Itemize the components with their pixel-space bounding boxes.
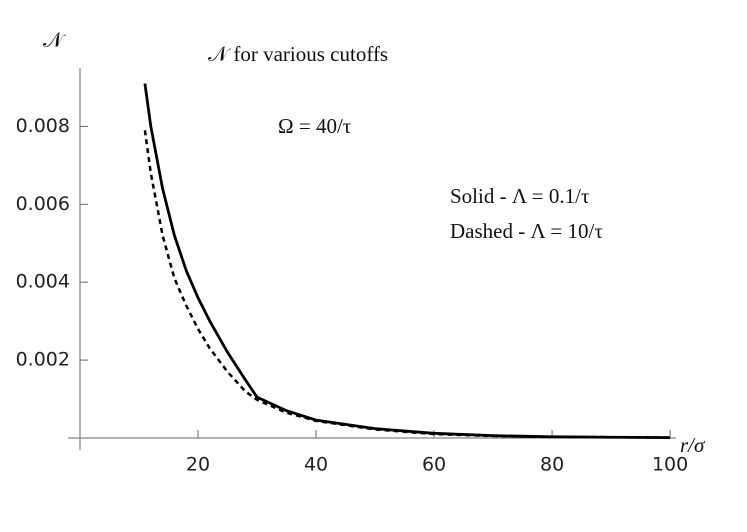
legend-entry: Dashed - Λ = 10/τ — [450, 219, 603, 243]
y-tick-label: 0.004 — [16, 271, 70, 293]
annotation: Ω = 40/τ — [278, 114, 351, 138]
x-tick-label: 60 — [422, 454, 446, 476]
x-tick-label: 20 — [186, 454, 210, 476]
x-axis-label: r/σ — [680, 433, 706, 457]
chart-title: 𝒩 for various cutoffs — [208, 42, 388, 66]
series-line — [143, 130, 671, 439]
x-tick-label: 40 — [304, 454, 328, 476]
y-axis-label: 𝒩 — [43, 28, 66, 52]
y-tick-label: 0.002 — [16, 349, 70, 371]
y-tick-label: 0.006 — [16, 193, 70, 215]
y-tick-label: 0.008 — [16, 115, 70, 137]
legend-entry: Solid - Λ = 0.1/τ — [450, 184, 589, 208]
x-tick-label: 100 — [652, 454, 688, 476]
series-line — [143, 83, 671, 440]
x-tick-label: 80 — [540, 454, 564, 476]
